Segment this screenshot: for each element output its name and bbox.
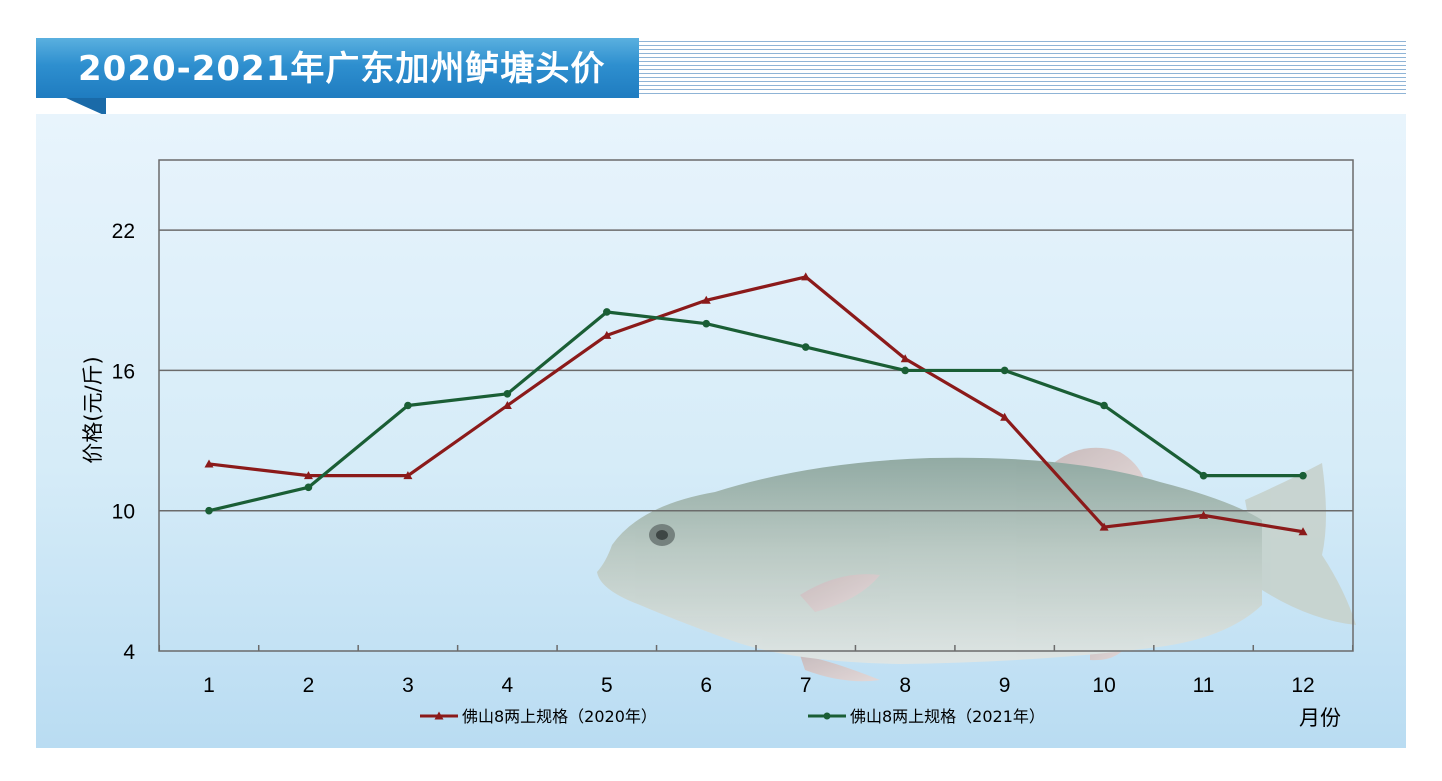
series-0-point-4 (502, 401, 512, 409)
series-1-point-2 (304, 483, 313, 492)
y-axis-title: 价格(元/斤) (81, 356, 105, 463)
x-tick-label-7: 7 (800, 674, 812, 697)
series-0-point-12 (1298, 527, 1308, 536)
series-0-point-2 (303, 471, 313, 480)
series-1-point-8 (901, 366, 909, 375)
series-1-point-7 (801, 343, 810, 351)
fish-illustration (597, 447, 1356, 682)
series-1-point-12 (1299, 471, 1307, 480)
x-tick-label-4: 4 (502, 674, 514, 697)
gridlines (159, 229, 1353, 512)
y-tick-label-16: 16 (112, 360, 135, 383)
title-banner-tail (66, 98, 106, 116)
x-tick-label-1: 1 (203, 674, 215, 697)
series-1-point-11 (1199, 471, 1208, 480)
legend: 佛山8两上规格（2020年） 佛山8两上规格（2021年） (420, 707, 1045, 726)
series-1-point-6 (702, 319, 711, 328)
series-1-point-10 (1100, 401, 1108, 410)
x-tick-label-12: 12 (1291, 674, 1314, 697)
x-tick-label-3: 3 (402, 674, 414, 697)
series-0-point-8 (900, 354, 910, 363)
x-tick-label-9: 9 (999, 674, 1011, 697)
series-0-point-5 (602, 330, 612, 339)
series-0-point-6 (701, 295, 711, 304)
y-tick-label-22: 22 (112, 220, 135, 243)
x-tick-label-11: 11 (1193, 674, 1215, 697)
legend-2021-marker (823, 712, 831, 720)
y-axis: 4 10 16 22 (112, 220, 136, 664)
x-axis: 1 2 3 4 5 6 7 8 9 10 11 12 (158, 645, 1354, 697)
series-1-point-3 (404, 401, 412, 410)
legend-2021-label: 佛山8两上规格（2021年） (850, 707, 1045, 726)
x-tick-label-2: 2 (303, 674, 315, 697)
series-0-point-10 (1099, 522, 1109, 531)
legend-2020-marker (434, 711, 444, 720)
series-1-point-4 (503, 390, 512, 398)
x-axis-title: 月份 (1299, 706, 1341, 730)
title-banner (36, 38, 639, 98)
legend-2020-label: 佛山8两上规格（2020年） (462, 707, 657, 726)
series-0-line (208, 275, 1304, 534)
series-1-point-5 (603, 308, 611, 316)
series-0-point-7 (801, 272, 811, 281)
page-title: 2020-2021年广东加州鲈塘头价 (78, 49, 606, 89)
decorative-stripes (639, 41, 1406, 94)
series-1-line (208, 310, 1303, 513)
series-0-point-1 (204, 459, 214, 468)
series-0-point-9 (1000, 412, 1010, 421)
x-tick-label-6: 6 (700, 674, 712, 697)
series-0-point-11 (1199, 510, 1209, 519)
series-0-point-3 (403, 471, 413, 480)
y-tick-label-4: 4 (123, 641, 135, 664)
series-1-point-9 (1000, 366, 1009, 375)
x-tick-label-8: 8 (899, 674, 911, 697)
series-layer (204, 272, 1308, 536)
series-1-point-1 (205, 506, 213, 515)
x-tick-label-10: 10 (1092, 674, 1115, 697)
y-tick-label-10: 10 (112, 501, 135, 524)
x-tick-label-5: 5 (601, 674, 613, 697)
